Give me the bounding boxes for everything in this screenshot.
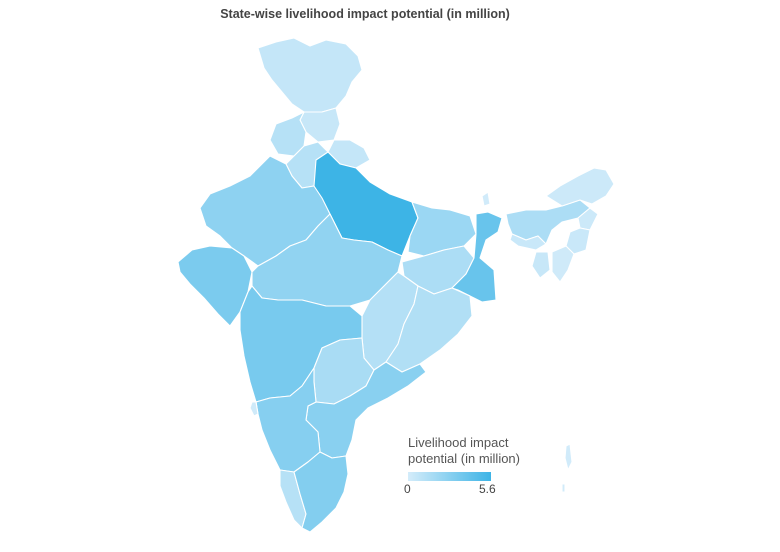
region-andaman-nicobar[interactable]	[561, 443, 573, 493]
region-karnataka[interactable]	[255, 367, 321, 473]
legend-max-label: 5.6	[479, 482, 496, 496]
region-odisha[interactable]	[385, 285, 473, 373]
region-punjab[interactable]	[269, 111, 307, 157]
region-nagaland[interactable]	[577, 207, 599, 231]
legend-title-line2: potential (in million)	[408, 451, 520, 466]
region-goa[interactable]	[249, 401, 259, 417]
region-himachal-pradesh[interactable]	[299, 107, 341, 143]
region-sikkim[interactable]	[481, 191, 491, 207]
legend-title: Livelihood impact potential (in million)	[408, 435, 520, 467]
region-jammu-kashmir[interactable]	[257, 37, 363, 113]
region-tripura[interactable]	[531, 251, 551, 279]
legend-title-line1: Livelihood impact	[408, 435, 509, 450]
region-meghalaya[interactable]	[509, 233, 547, 251]
legend-min-label: 0	[404, 482, 411, 496]
region-tamil-nadu[interactable]	[293, 451, 349, 533]
legend-color-scale	[408, 472, 491, 481]
region-mizoram[interactable]	[551, 245, 575, 283]
region-west-bengal[interactable]	[451, 211, 503, 303]
chart-title: State-wise livelihood impact potential (…	[220, 7, 510, 21]
region-arunachal-pradesh[interactable]	[545, 167, 615, 207]
